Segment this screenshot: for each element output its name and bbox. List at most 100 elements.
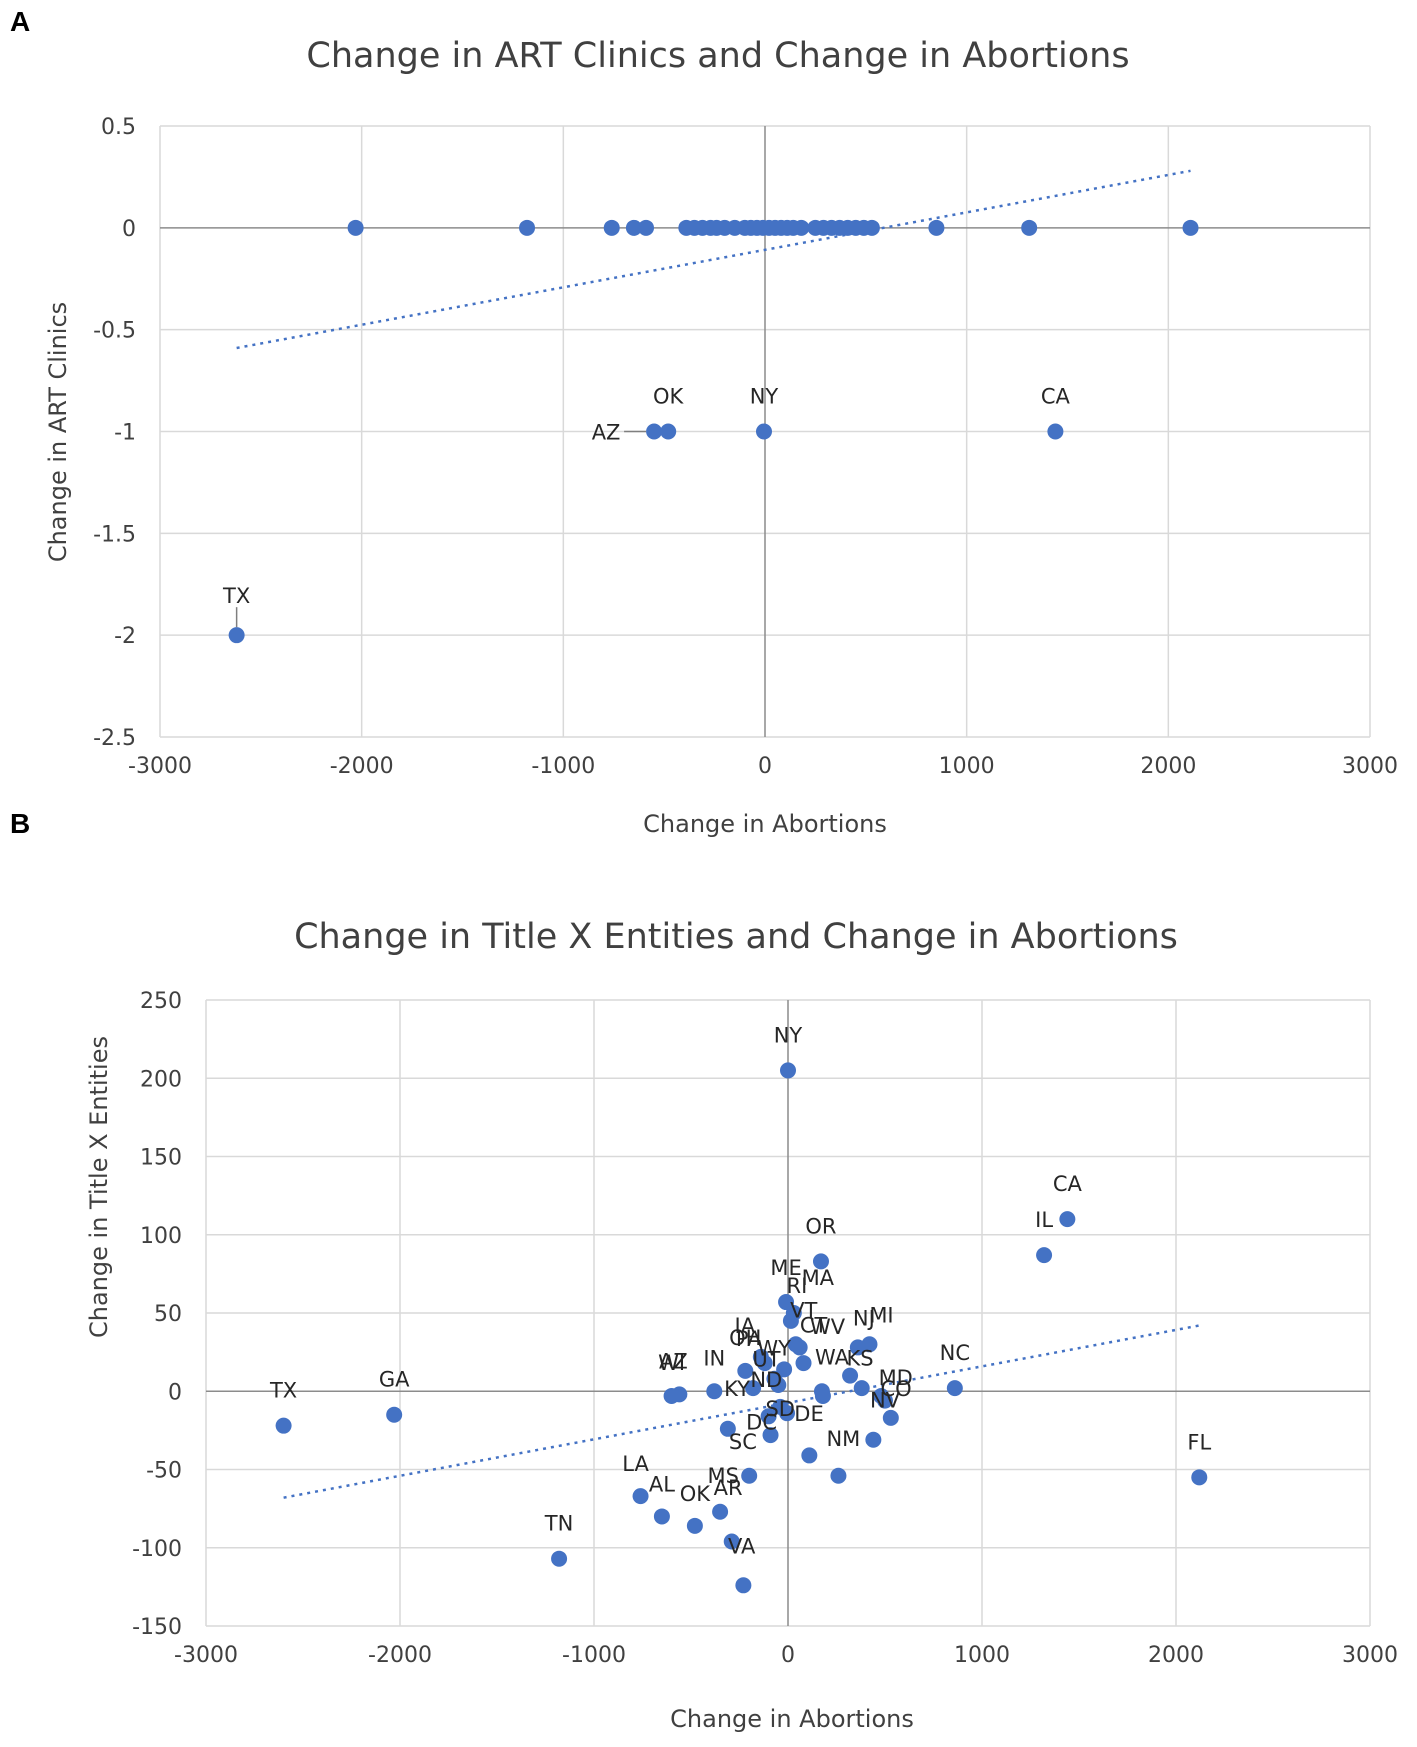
chart-b-point-mi — [861, 1336, 878, 1353]
chart-b-point-il — [1036, 1247, 1053, 1264]
chart-b-ytick-label: 200 — [140, 1067, 182, 1092]
chart-b-label-mi: MI — [869, 1303, 893, 1327]
chart-a-xtick-label: -3000 — [128, 754, 192, 779]
chart-b-label-tn: TN — [544, 1512, 574, 1536]
chart-a-point-ca — [1047, 423, 1064, 440]
chart-b-label-nd: ND — [750, 1368, 782, 1392]
chart-a-point-labels: TX AZ OK NY CA — [222, 385, 1071, 628]
chart-b-trendline-line — [283, 1324, 1200, 1499]
chart-b-point-va — [723, 1533, 740, 1550]
chart-b-ytick-label: 100 — [140, 1224, 182, 1249]
chart-b-label-me: ME — [770, 1256, 801, 1280]
chart-b-point-la — [632, 1488, 649, 1505]
chart-b-label-ri: RI — [787, 1274, 808, 1298]
chart-a-point — [1021, 219, 1038, 236]
chart-a-point — [1182, 219, 1199, 236]
chart-b-title: Change in Title X Entities and Change in… — [294, 917, 1178, 957]
chart-b-point-ar — [712, 1503, 729, 1520]
chart-b-point-ma — [785, 1305, 802, 1321]
chart-b-ytick-label: 150 — [140, 1146, 182, 1171]
chart-b-label-ky: KY — [724, 1377, 750, 1401]
chart-b-point-de — [779, 1405, 796, 1422]
panel-letter-b: B — [10, 808, 31, 839]
chart-a-label-ca: CA — [1041, 385, 1071, 409]
chart-b-point — [801, 1447, 818, 1464]
chart-b-label-la: LA — [622, 1452, 649, 1476]
chart-a-xtick-label: 0 — [758, 754, 772, 779]
chart-b-xtick-label: 2000 — [1148, 1643, 1204, 1668]
chart-a-trendline — [236, 169, 1191, 350]
chart-a-xtick-label: -2000 — [330, 754, 394, 779]
chart-a-ytick-label: -2 — [114, 624, 136, 649]
chart-b-label-al: AL — [649, 1472, 675, 1496]
chart-a-ytick-label: -1 — [114, 421, 136, 446]
chart-b-point — [735, 1577, 752, 1594]
chart-b-label-tx: TX — [269, 1379, 297, 1403]
chart-a-label-ny: NY — [750, 385, 779, 409]
chart-b-xtick-label: 3000 — [1342, 1643, 1398, 1668]
chart-b-point-wv — [795, 1355, 812, 1372]
chart-b-point-nd — [770, 1376, 787, 1393]
chart-b-ylabel: Change in Title X Entities — [85, 1036, 113, 1338]
chart-b-label-il: IL — [1035, 1208, 1053, 1232]
chart-a-point-ok — [660, 423, 677, 440]
chart-b-ytick-label: 0 — [168, 1380, 182, 1405]
chart-b-point-oh — [737, 1362, 754, 1379]
chart-b-xtick-label: -2000 — [368, 1643, 432, 1668]
chart-b-label-nv: NV — [870, 1389, 901, 1413]
chart-b-label-dc: DC — [746, 1410, 777, 1434]
chart-a-xtick-label: 1000 — [939, 754, 995, 779]
chart-b-point-ky — [745, 1380, 762, 1397]
chart-b-point-nv — [877, 1392, 893, 1409]
chart-b-xlabel: Change in Abortions — [670, 1705, 914, 1733]
chart-b-label-oh: OH — [729, 1326, 761, 1350]
chart-b-label-nj: NJ — [853, 1306, 875, 1330]
chart-b-xtick-label: -3000 — [174, 1643, 238, 1668]
chart-a-xlabel: Change in Abortions — [643, 810, 887, 838]
chart-b-point-pa — [756, 1355, 773, 1372]
chart-b-point — [830, 1467, 847, 1484]
chart-b-point — [762, 1427, 779, 1444]
chart-b-ticks: -3000 -2000 -1000 0 1000 2000 3000250200150100… — [132, 989, 1398, 1668]
chart-b-label-wy: WY — [757, 1336, 791, 1360]
chart-b-label-ut: UT — [752, 1348, 780, 1372]
chart-a-points — [228, 219, 1199, 644]
chart-b-label-ia: IA — [735, 1314, 756, 1338]
chart-b-point-dc — [760, 1408, 777, 1425]
chart-a-trendline-line — [236, 169, 1191, 350]
chart-a-point — [347, 219, 364, 236]
chart-b-label-md: MD — [879, 1366, 913, 1390]
chart-b-point-or — [812, 1253, 829, 1270]
chart-b-xtick-label: 1000 — [954, 1643, 1010, 1668]
chart-b-point-ms — [741, 1467, 758, 1484]
chart-b-label-de: DE — [794, 1402, 823, 1426]
chart-a-ticks: -3000 -2000 -1000 0 1000 2000 3000 0.5 0 -0.5 -1 -1… — [93, 115, 1398, 779]
chart-b-point-nm — [865, 1431, 882, 1448]
chart-b-label-or: OR — [805, 1214, 836, 1238]
chart-b-label-ok: OK — [680, 1482, 712, 1506]
chart-b-label-vt: VT — [790, 1298, 817, 1322]
chart-b-point-sc — [719, 1420, 736, 1437]
chart-b-ytick-label: -50 — [146, 1459, 182, 1484]
chart-b-point-wy — [776, 1361, 793, 1378]
chart-a-xtick-label: 2000 — [1140, 754, 1196, 779]
chart-b-point-md — [853, 1380, 870, 1397]
chart-b-label-wv: WV — [810, 1315, 846, 1339]
chart-b-point-ga — [386, 1406, 403, 1423]
chart-a-ytick-label: -0.5 — [93, 319, 136, 344]
chart-a-point — [928, 219, 945, 236]
chart-b-label-nm: NM — [826, 1427, 860, 1451]
chart-b-point-ca — [1059, 1211, 1076, 1228]
chart-b-point-nc — [946, 1380, 963, 1397]
chart-a-point-ny — [755, 423, 772, 440]
chart-b-ytick-label: -150 — [132, 1615, 182, 1640]
chart-b-label-ct: CT — [800, 1313, 828, 1337]
chart-b-label-pa: PA — [736, 1327, 762, 1351]
chart-a-point — [603, 219, 620, 236]
chart-b-point-az — [671, 1386, 688, 1403]
chart-b-ytick-label: 50 — [154, 1302, 182, 1327]
chart-a: Change in ART Clinics and Change in Abor… — [44, 36, 1398, 838]
chart-b-label-sc: SC — [729, 1430, 757, 1454]
chart-b-label-sd: SD — [765, 1397, 795, 1421]
chart-a-point — [793, 219, 810, 236]
